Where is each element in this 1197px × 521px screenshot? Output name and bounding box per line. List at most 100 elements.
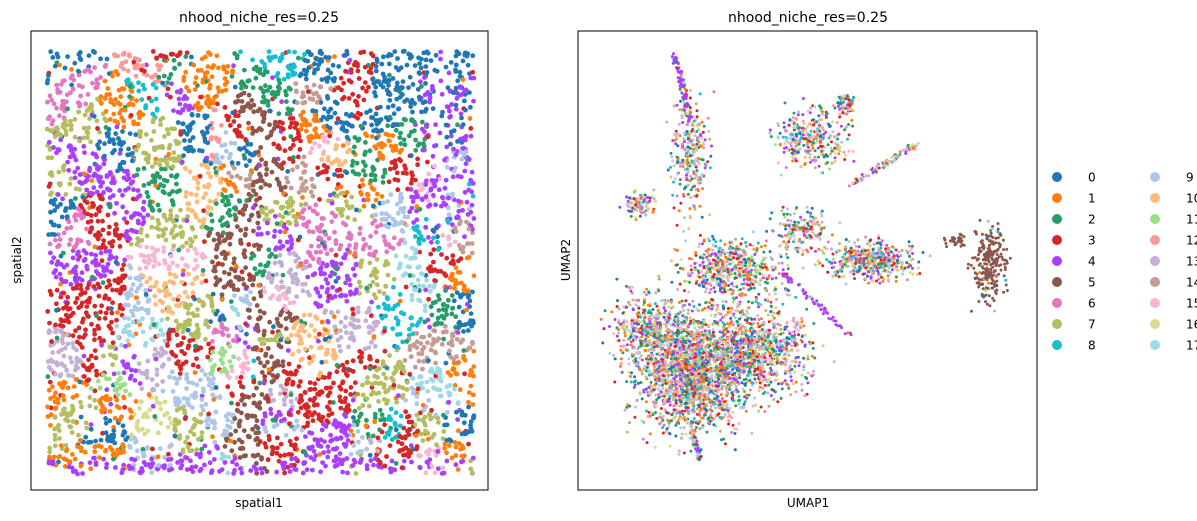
spatial-point [302,51,307,57]
spatial-point [253,424,259,429]
spatial-point [294,396,300,402]
spatial-point [376,399,381,404]
spatial-point [434,68,440,74]
spatial-point [446,70,452,76]
spatial-point [209,371,215,377]
spatial-point [72,60,78,66]
spatial-point [450,253,456,259]
spatial-point [137,243,143,249]
spatial-point [137,129,143,134]
spatial-point [451,168,457,174]
spatial-point [92,449,98,455]
spatial-point [302,412,308,418]
spatial-point [269,208,275,214]
spatial-point [350,311,356,317]
spatial-point [83,434,89,440]
spatial-point [291,300,297,305]
spatial-point [194,192,199,198]
spatial-point [430,192,436,198]
spatial-point [91,284,97,289]
spatial-point [400,170,406,176]
spatial-point [57,113,62,119]
spatial-point [123,324,129,329]
spatial-point [340,469,346,475]
spatial-point [264,166,270,172]
spatial-point [420,366,425,372]
spatial-point [195,327,201,332]
spatial-point [245,366,251,372]
spatial-point [203,401,209,407]
spatial-point [404,62,410,68]
spatial-point [111,432,117,438]
spatial-point [102,273,107,278]
spatial-point [456,208,462,214]
spatial-point [242,340,248,346]
spatial-point [63,442,69,448]
spatial-point [403,445,409,451]
spatial-point [121,315,127,321]
spatial-point [453,371,459,376]
spatial-point [460,77,466,82]
spatial-panel: nhood_niche_res=0.25 spatial1 spatial2 [10,10,489,510]
spatial-point [76,72,82,78]
spatial-point [409,245,415,251]
spatial-point [384,430,390,436]
spatial-point [98,204,103,210]
spatial-point [144,72,150,78]
spatial-point [277,391,283,397]
spatial-point [399,147,405,153]
spatial-point [449,455,455,461]
spatial-point [259,59,265,64]
spatial-point [371,81,377,86]
spatial-point [78,286,84,292]
spatial-point [98,56,103,62]
spatial-point [356,439,361,445]
spatial-point [182,165,188,171]
spatial-point [186,379,192,385]
spatial-point [194,451,200,457]
spatial-point [452,239,458,245]
spatial-point [426,235,431,240]
spatial-point [397,292,403,297]
spatial-point [331,314,337,320]
spatial-point [95,125,100,131]
spatial-point [332,324,338,330]
spatial-point [359,354,364,360]
spatial-point [201,195,207,200]
spatial-point [356,76,362,81]
spatial-point [228,438,233,444]
spatial-point [255,356,261,361]
spatial-point [369,185,375,191]
spatial-point [283,92,289,98]
spatial-point [229,368,235,374]
spatial-point [299,427,305,433]
spatial-point [280,272,286,278]
spatial-point [259,127,264,133]
spatial-point [47,93,53,99]
spatial-point [279,279,284,285]
spatial-point [314,90,319,96]
spatial-point [114,119,120,125]
spatial-point [446,205,451,211]
spatial-point [313,249,319,255]
spatial-point [374,367,380,373]
spatial-point [55,192,61,198]
spatial-point [50,461,56,467]
spatial-point [88,466,94,472]
spatial-point [287,438,293,444]
spatial-point [183,189,189,195]
spatial-point [70,395,76,400]
spatial-point [142,431,148,437]
spatial-point [453,265,459,270]
spatial-point [101,161,107,167]
spatial-point [255,68,261,74]
spatial-point [260,421,266,427]
spatial-point [412,63,418,68]
spatial-point [84,266,90,272]
spatial-point [237,109,243,114]
spatial-point [231,205,237,211]
spatial-point [149,456,155,462]
spatial-point [318,57,323,62]
spatial-point [52,437,58,442]
spatial-point [65,294,71,300]
